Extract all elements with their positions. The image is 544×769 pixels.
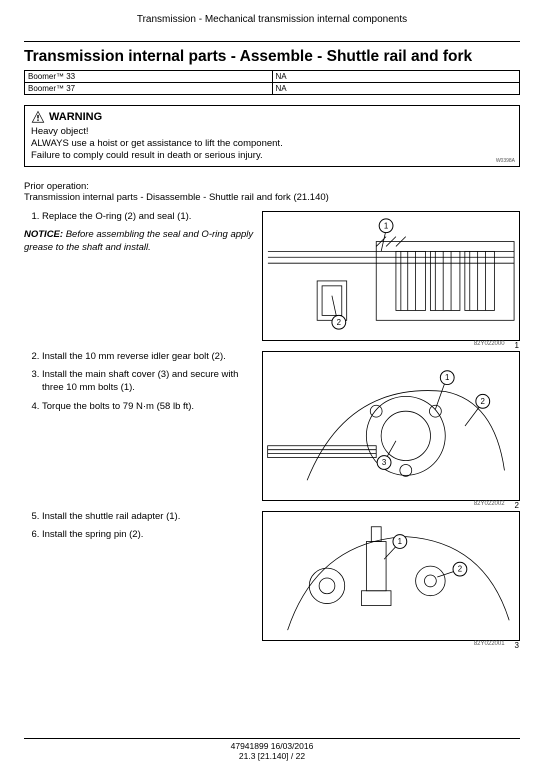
- step-text: Install the 10 mm reverse idler gear bol…: [24, 351, 256, 420]
- svg-text:1: 1: [398, 537, 402, 546]
- warning-label: WARNING: [49, 111, 102, 123]
- warning-box: WARNING Heavy object! ALWAYS use a hoist…: [24, 105, 520, 167]
- step-block-2: Install the 10 mm reverse idler gear bol…: [24, 351, 520, 501]
- step-item: Install the spring pin (2).: [42, 529, 256, 542]
- warning-heading: WARNING: [31, 110, 513, 124]
- figure-number: 3: [515, 641, 519, 650]
- cell-model: Boomer™ 37: [25, 83, 273, 95]
- svg-text:2: 2: [481, 396, 485, 405]
- warning-icon: [31, 110, 45, 124]
- warning-line: Failure to comply could result in death …: [31, 150, 513, 162]
- notice-label: NOTICE:: [24, 229, 63, 240]
- step-block-3: Install the shuttle rail adapter (1). In…: [24, 511, 520, 641]
- top-rule: [24, 41, 520, 42]
- figure-code: 82Y022002: [474, 501, 505, 510]
- table-row: Boomer™ 33 NA: [25, 71, 520, 83]
- bottom-rule: [24, 738, 520, 739]
- svg-text:2: 2: [337, 317, 341, 326]
- step-item: Replace the O-ring (2) and seal (1).: [42, 211, 256, 224]
- step-text: Replace the O-ring (2) and seal (1). NOT…: [24, 211, 256, 255]
- page-header: Transmission - Mechanical transmission i…: [24, 14, 520, 25]
- page-footer: 47941899 16/03/2016 21.3 [21.140] / 22: [0, 738, 544, 761]
- warning-code: W0398A: [496, 158, 515, 164]
- step-item: Install the shuttle rail adapter (1).: [42, 511, 256, 524]
- table-row: Boomer™ 37 NA: [25, 83, 520, 95]
- warning-line: ALWAYS use a hoist or get assistance to …: [31, 138, 513, 150]
- cell-region: NA: [272, 83, 520, 95]
- figure-number: 2: [515, 501, 519, 510]
- figure-2: 1 2 3 82Y022002 2: [262, 351, 520, 501]
- footer-line-2: 21.3 [21.140] / 22: [0, 751, 544, 761]
- prior-label: Prior operation:: [24, 181, 520, 192]
- warning-body: Heavy object! ALWAYS use a hoist or get …: [31, 126, 513, 162]
- cell-model: Boomer™ 33: [25, 71, 273, 83]
- svg-text:2: 2: [458, 564, 462, 573]
- footer-line-1: 47941899 16/03/2016: [0, 741, 544, 751]
- figure-number: 1: [515, 341, 519, 350]
- figure-1: 1 2 82Y022000 1: [262, 211, 520, 341]
- step-item: Install the 10 mm reverse idler gear bol…: [42, 351, 256, 364]
- figure-code: 82Y022000: [474, 341, 505, 350]
- step-text: Install the shuttle rail adapter (1). In…: [24, 511, 256, 549]
- page-title: Transmission internal parts - Assemble -…: [24, 48, 520, 66]
- figure-code: 82Y022001: [474, 641, 505, 650]
- figure-3: 1 2 82Y022001 3: [262, 511, 520, 641]
- svg-text:1: 1: [384, 221, 388, 230]
- step-item: Torque the bolts to 79 N·m (58 lb ft).: [42, 401, 256, 414]
- prior-operation: Prior operation: Transmission internal p…: [24, 181, 520, 203]
- models-table: Boomer™ 33 NA Boomer™ 37 NA: [24, 70, 520, 95]
- svg-text:3: 3: [382, 458, 387, 467]
- prior-text: Transmission internal parts - Disassembl…: [24, 192, 520, 203]
- step-block-1: Replace the O-ring (2) and seal (1). NOT…: [24, 211, 520, 341]
- svg-text:1: 1: [445, 373, 449, 382]
- warning-line: Heavy object!: [31, 126, 513, 138]
- step-item: Install the main shaft cover (3) and sec…: [42, 369, 256, 395]
- cell-region: NA: [272, 71, 520, 83]
